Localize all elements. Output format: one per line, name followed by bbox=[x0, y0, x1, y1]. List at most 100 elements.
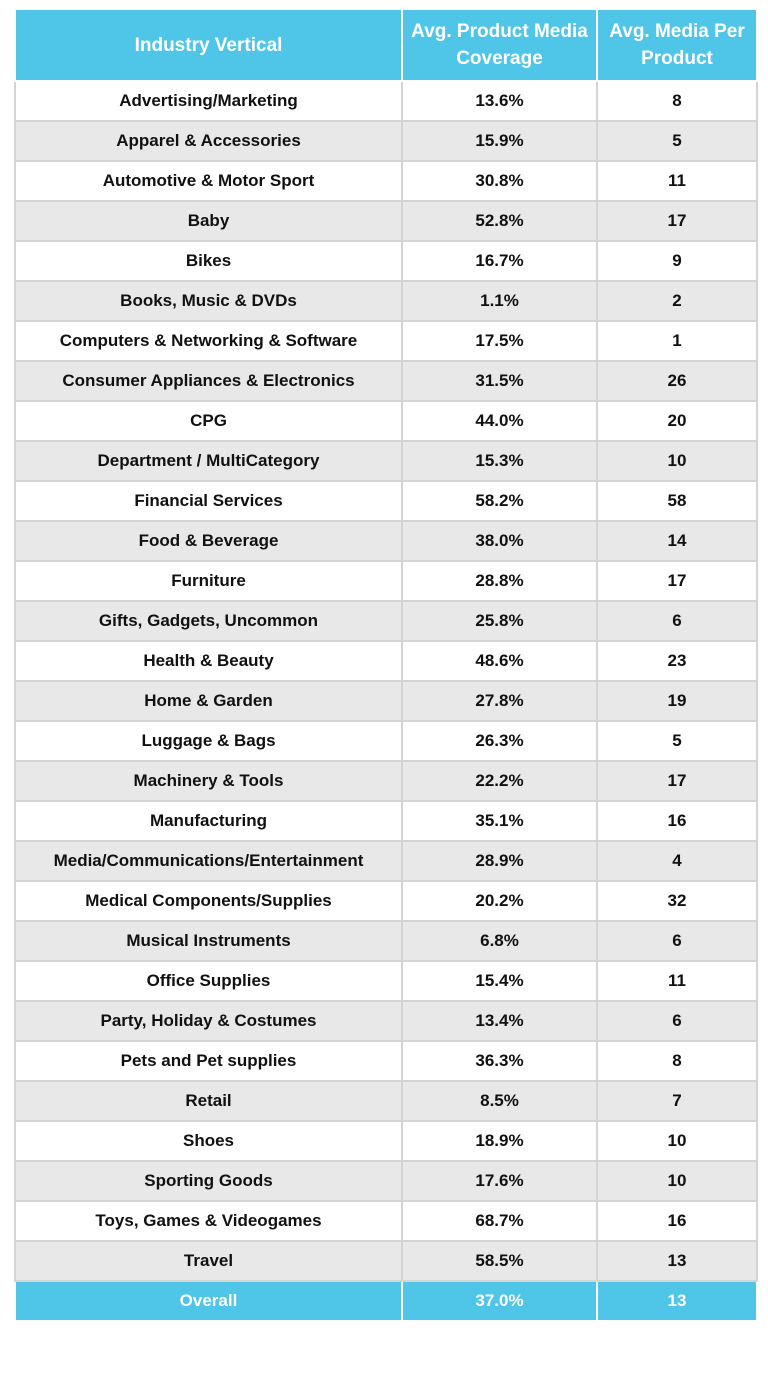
table-cell: 6 bbox=[596, 1000, 758, 1042]
table-row: Books, Music & DVDs 1.1% 2 bbox=[14, 280, 758, 322]
table-cell: 30.8% bbox=[401, 160, 598, 202]
total-row: Overall 37.0% 13 bbox=[14, 1280, 758, 1322]
table-row: Office Supplies 15.4% 11 bbox=[14, 960, 758, 1002]
table-row: Department / MultiCategory 15.3% 10 bbox=[14, 440, 758, 482]
table-cell: 26 bbox=[596, 360, 758, 402]
table-cell: 17.6% bbox=[401, 1160, 598, 1202]
table-cell: 36.3% bbox=[401, 1040, 598, 1082]
table-cell: Baby bbox=[14, 200, 403, 242]
table-cell: Apparel & Accessories bbox=[14, 120, 403, 162]
table-row: Apparel & Accessories 15.9% 5 bbox=[14, 120, 758, 162]
table-cell: Party, Holiday & Costumes bbox=[14, 1000, 403, 1042]
table-row: Retail 8.5% 7 bbox=[14, 1080, 758, 1122]
table-cell: Sporting Goods bbox=[14, 1160, 403, 1202]
table-cell: Financial Services bbox=[14, 480, 403, 522]
table-cell: 68.7% bbox=[401, 1200, 598, 1242]
table-row: Furniture 28.8% 17 bbox=[14, 560, 758, 602]
table-cell: Luggage & Bags bbox=[14, 720, 403, 762]
table-cell: 11 bbox=[596, 160, 758, 202]
table-row: Toys, Games & Videogames 68.7% 16 bbox=[14, 1200, 758, 1242]
table-cell: Pets and Pet supplies bbox=[14, 1040, 403, 1082]
table-row: Manufacturing 35.1% 16 bbox=[14, 800, 758, 842]
table-row: Bikes 16.7% 9 bbox=[14, 240, 758, 282]
table-cell: Manufacturing bbox=[14, 800, 403, 842]
table-cell: Home & Garden bbox=[14, 680, 403, 722]
table-cell: 31.5% bbox=[401, 360, 598, 402]
table-cell: 5 bbox=[596, 720, 758, 762]
table-row: Automotive & Motor Sport 30.8% 11 bbox=[14, 160, 758, 202]
table-cell: Advertising/Marketing bbox=[14, 80, 403, 122]
total-cell: Overall bbox=[14, 1280, 403, 1322]
table-row: Pets and Pet supplies 36.3% 8 bbox=[14, 1040, 758, 1082]
header-cell: Avg. Product Media Coverage bbox=[401, 8, 598, 82]
table-row: Financial Services 58.2% 58 bbox=[14, 480, 758, 522]
table-container: Industry Vertical Avg. Product Media Cove… bbox=[14, 8, 758, 1322]
table-cell: 28.9% bbox=[401, 840, 598, 882]
table-row: Food & Beverage 38.0% 14 bbox=[14, 520, 758, 562]
table-cell: 38.0% bbox=[401, 520, 598, 562]
table-row: Home & Garden 27.8% 19 bbox=[14, 680, 758, 722]
header-row: Industry Vertical Avg. Product Media Cove… bbox=[14, 8, 758, 82]
table-header: Industry Vertical Avg. Product Media Cove… bbox=[14, 8, 758, 82]
table-cell: Medical Components/Supplies bbox=[14, 880, 403, 922]
table-cell: 48.6% bbox=[401, 640, 598, 682]
total-cell: 37.0% bbox=[401, 1280, 598, 1322]
table-cell: Musical Instruments bbox=[14, 920, 403, 962]
table-cell: Media/Communications/Entertainment bbox=[14, 840, 403, 882]
table-cell: 8.5% bbox=[401, 1080, 598, 1122]
table-cell: 13.6% bbox=[401, 80, 598, 122]
table-cell: 6 bbox=[596, 920, 758, 962]
table-cell: Shoes bbox=[14, 1120, 403, 1162]
table-cell: 7 bbox=[596, 1080, 758, 1122]
table-cell: 20.2% bbox=[401, 880, 598, 922]
table-cell: CPG bbox=[14, 400, 403, 442]
table-cell: 10 bbox=[596, 1120, 758, 1162]
table-cell: Gifts, Gadgets, Uncommon bbox=[14, 600, 403, 642]
table-cell: Computers & Networking & Software bbox=[14, 320, 403, 362]
table-row: Sporting Goods 17.6% 10 bbox=[14, 1160, 758, 1202]
table-cell: 14 bbox=[596, 520, 758, 562]
table-cell: 15.9% bbox=[401, 120, 598, 162]
table-row: Computers & Networking & Software 17.5% 1 bbox=[14, 320, 758, 362]
table-cell: 11 bbox=[596, 960, 758, 1002]
table-cell: Health & Beauty bbox=[14, 640, 403, 682]
table-cell: 8 bbox=[596, 1040, 758, 1082]
table-cell: Retail bbox=[14, 1080, 403, 1122]
header-cell: Industry Vertical bbox=[14, 8, 403, 82]
table-cell: 19 bbox=[596, 680, 758, 722]
table-cell: 15.4% bbox=[401, 960, 598, 1002]
table-row: Musical Instruments 6.8% 6 bbox=[14, 920, 758, 962]
table-row: Party, Holiday & Costumes 13.4% 6 bbox=[14, 1000, 758, 1042]
table-cell: 16 bbox=[596, 1200, 758, 1242]
table-cell: 6 bbox=[596, 600, 758, 642]
table-cell: Consumer Appliances & Electronics bbox=[14, 360, 403, 402]
table-cell: 13.4% bbox=[401, 1000, 598, 1042]
table-cell: 22.2% bbox=[401, 760, 598, 802]
table-row: Media/Communications/Entertainment 28.9% 4 bbox=[14, 840, 758, 882]
table-cell: Machinery & Tools bbox=[14, 760, 403, 802]
table-cell: 27.8% bbox=[401, 680, 598, 722]
table-row: Luggage & Bags 26.3% 5 bbox=[14, 720, 758, 762]
table-cell: 2 bbox=[596, 280, 758, 322]
table-cell: 58.2% bbox=[401, 480, 598, 522]
table-cell: 10 bbox=[596, 440, 758, 482]
table-row: Gifts, Gadgets, Uncommon 25.8% 6 bbox=[14, 600, 758, 642]
table-cell: Automotive & Motor Sport bbox=[14, 160, 403, 202]
table-cell: Furniture bbox=[14, 560, 403, 602]
table-cell: 52.8% bbox=[401, 200, 598, 242]
table-cell: Bikes bbox=[14, 240, 403, 282]
table-cell: 23 bbox=[596, 640, 758, 682]
data-table: Industry Vertical Avg. Product Media Cove… bbox=[14, 8, 758, 1322]
table-cell: Food & Beverage bbox=[14, 520, 403, 562]
table-row: Machinery & Tools 22.2% 17 bbox=[14, 760, 758, 802]
table-cell: 18.9% bbox=[401, 1120, 598, 1162]
table-row: Travel 58.5% 13 bbox=[14, 1240, 758, 1282]
table-cell: 5 bbox=[596, 120, 758, 162]
table-cell: 6.8% bbox=[401, 920, 598, 962]
table-cell: 26.3% bbox=[401, 720, 598, 762]
table-row: Baby 52.8% 17 bbox=[14, 200, 758, 242]
table-cell: 32 bbox=[596, 880, 758, 922]
table-cell: 4 bbox=[596, 840, 758, 882]
table-body: Advertising/Marketing 13.6% 8 Apparel & Acc… bbox=[14, 80, 758, 1322]
